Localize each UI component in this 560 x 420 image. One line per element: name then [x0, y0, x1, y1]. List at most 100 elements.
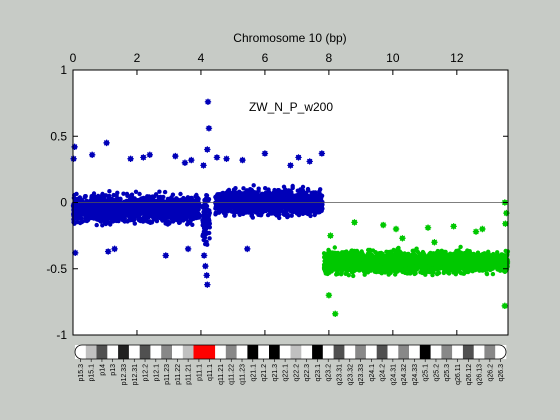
- data-point: [91, 191, 97, 196]
- outlier-marker: [188, 156, 195, 164]
- data-point: [118, 197, 123, 202]
- data-point: [271, 194, 276, 199]
- data-point: [260, 193, 266, 199]
- data-point: [217, 195, 222, 200]
- data-point: [249, 213, 254, 218]
- data-point: [112, 207, 117, 212]
- outlier-marker: [70, 155, 77, 162]
- data-point: [114, 193, 119, 198]
- outlier-marker: [181, 159, 189, 166]
- data-point: [307, 207, 312, 212]
- data-point: [170, 192, 176, 197]
- data-point: [251, 194, 256, 199]
- outlier-marker: [204, 146, 211, 153]
- data-point: [215, 203, 220, 208]
- data-point: [275, 192, 280, 197]
- data-point: [137, 201, 142, 206]
- data-point: [301, 210, 306, 216]
- data-point: [195, 205, 200, 210]
- data-point: [145, 203, 150, 209]
- outlier-marker: [244, 245, 251, 253]
- data-point: [88, 209, 94, 214]
- data-point: [110, 215, 115, 220]
- data-point: [206, 216, 211, 221]
- outlier-marker: [200, 252, 208, 259]
- outlier-marker: [200, 162, 207, 169]
- data-point: [220, 190, 226, 196]
- data-point: [202, 235, 208, 240]
- data-point: [136, 205, 142, 210]
- data-point: [107, 198, 113, 203]
- data-point: [396, 245, 401, 251]
- data-point: [238, 210, 243, 216]
- data-point: [194, 211, 200, 217]
- data-point: [103, 206, 109, 211]
- data-point: [315, 209, 320, 214]
- data-point: [266, 205, 272, 210]
- data-point: [204, 193, 210, 198]
- outlier-marker: [318, 150, 326, 157]
- outlier-marker: [204, 281, 211, 288]
- data-point: [309, 203, 315, 209]
- data-point: [131, 202, 137, 208]
- data-point: [182, 203, 187, 208]
- outlier-marker: [111, 245, 118, 253]
- data-point: [178, 191, 183, 197]
- data-point: [117, 216, 123, 221]
- data-point: [151, 213, 156, 218]
- data-point: [235, 205, 241, 210]
- data-point: [286, 189, 291, 194]
- data-point: [103, 218, 109, 223]
- data-point: [98, 219, 103, 224]
- data-point: [248, 187, 253, 192]
- data-point: [84, 205, 89, 211]
- data-point: [263, 198, 268, 203]
- data-point: [190, 222, 195, 227]
- outlier-marker: [239, 156, 246, 164]
- data-point: [194, 196, 199, 201]
- data-point: [251, 201, 256, 206]
- data-point: [97, 204, 103, 209]
- data-point: [190, 200, 195, 206]
- data-point: [114, 218, 119, 224]
- data-point: [105, 210, 111, 216]
- data-point: [256, 188, 261, 194]
- data-point: [319, 204, 324, 210]
- data-point: [295, 197, 300, 202]
- data-point: [288, 207, 293, 213]
- data-point: [102, 197, 107, 202]
- series-0: [70, 98, 326, 288]
- data-point: [177, 205, 183, 210]
- outlier-marker: [203, 272, 210, 279]
- data-point: [145, 211, 150, 216]
- data-point: [167, 212, 172, 217]
- data-point: [240, 196, 245, 201]
- data-point: [163, 215, 168, 220]
- data-point: [274, 197, 280, 203]
- data-point: [314, 198, 320, 203]
- data-point: [124, 191, 130, 197]
- outlier-marker: [146, 151, 153, 158]
- data-point: [156, 215, 162, 220]
- outlier-marker: [162, 252, 169, 259]
- data-point: [82, 210, 87, 215]
- outlier-marker: [261, 150, 269, 157]
- data-point: [332, 245, 337, 250]
- data-point: [108, 222, 113, 227]
- data-point: [96, 210, 102, 216]
- data-point: [153, 192, 159, 197]
- data-point: [104, 193, 109, 198]
- outlier-marker: [205, 125, 213, 132]
- data-point: [122, 219, 127, 224]
- data-point: [202, 208, 207, 213]
- data-point: [259, 199, 264, 204]
- data-point: [176, 220, 182, 225]
- data-point: [319, 208, 324, 213]
- data-point: [200, 219, 205, 225]
- outlier-marker: [172, 152, 179, 160]
- data-point: [136, 217, 142, 222]
- data-point: [288, 197, 294, 202]
- data-point: [92, 210, 97, 215]
- data-point: [107, 189, 112, 194]
- data-point: [465, 248, 470, 253]
